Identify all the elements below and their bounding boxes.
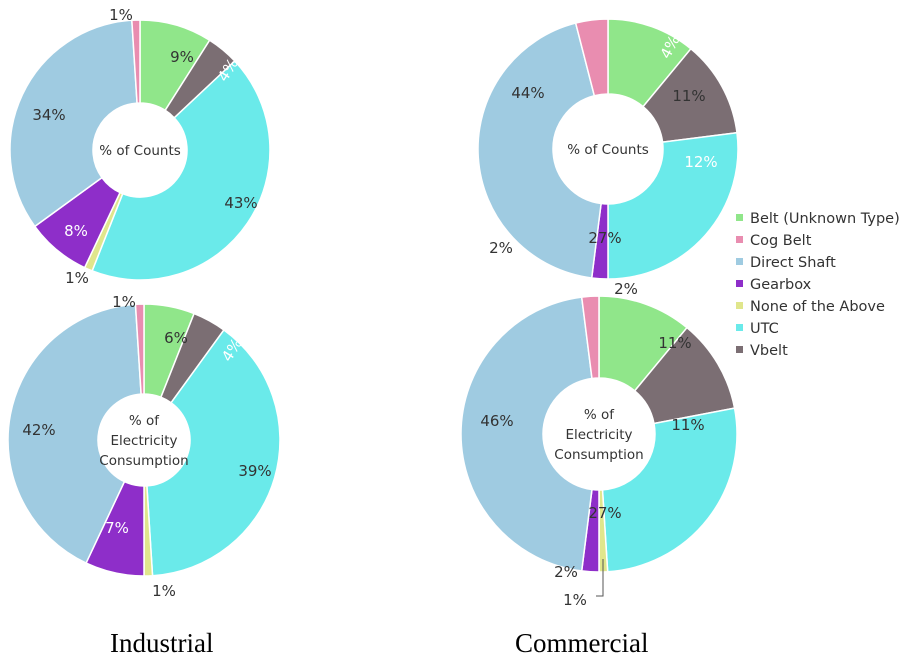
data-label-utc: 39% — [238, 462, 271, 480]
donut-chart-4: % of Electricity Consumption 11% 11% 27% 1% 2% 4… — [460, 280, 738, 609]
data-label-direct-shaft: 44% — [511, 84, 544, 102]
center-label: % of Counts — [99, 143, 181, 159]
data-label-none-of-the-above: 1% — [65, 269, 89, 287]
data-label-gearbox: 8% — [64, 222, 88, 240]
data-label-gearbox: 2% — [554, 563, 578, 581]
legend-label-gearbox: Gearbox — [750, 277, 812, 293]
data-label-direct-shaft: 42% — [22, 421, 55, 439]
legend-swatch-gearbox — [736, 280, 743, 287]
legend-swatch-belt-unknown-type — [736, 214, 743, 221]
slice-utc — [91, 59, 271, 281]
data-label-utc: 27% — [588, 504, 621, 522]
legend-swatch-vbelt — [736, 346, 743, 353]
legend-label-cog-belt: Cog Belt — [750, 233, 812, 249]
slice-utc — [607, 131, 739, 280]
data-label-gearbox: 2% — [489, 239, 513, 257]
data-label-vbelt: 12% — [684, 153, 717, 171]
data-label-belt-unknown-type: 11% — [658, 334, 691, 352]
data-label-gearbox: 7% — [105, 519, 129, 537]
data-label-cog-belt: 1% — [112, 293, 136, 311]
slice-utc — [601, 407, 738, 573]
slice-direct-shaft — [460, 296, 593, 572]
data-label-direct-shaft: 46% — [480, 412, 513, 430]
data-label-belt-unknown-type: 9% — [170, 48, 194, 66]
slice-cog-belt — [574, 18, 609, 97]
legend-label-none-of-the-above: None of the Above — [750, 299, 885, 315]
center-label: Electricity — [110, 433, 177, 449]
data-label-none-of-the-above: 1% — [563, 591, 587, 609]
data-label-none-of-the-above: 1% — [152, 582, 176, 600]
slice-utc — [146, 328, 281, 577]
legend-swatch-none-of-the-above — [736, 302, 743, 309]
data-label-utc: 27% — [588, 229, 621, 247]
slice-cog-belt — [134, 303, 145, 395]
leader-line — [596, 559, 604, 597]
data-label-vbelt: 11% — [671, 416, 704, 434]
legend-swatch-utc — [736, 324, 743, 331]
center-label: % of — [584, 407, 615, 423]
legend: Belt (Unknown Type) Cog Belt Direct Shaft G… — [736, 211, 900, 359]
data-label-belt-unknown-type: 6% — [164, 329, 188, 347]
center-label: Consumption — [99, 453, 188, 469]
legend-label-belt-unknown-type: Belt (Unknown Type) — [750, 211, 900, 227]
data-label-cog-belt: 2% — [614, 280, 638, 298]
slice-direct-shaft — [7, 303, 142, 565]
data-label-belt-unknown-type: 11% — [672, 87, 705, 105]
data-label-utc: 43% — [224, 194, 257, 212]
legend-swatch-cog-belt — [736, 236, 743, 243]
slice-cog-belt — [131, 19, 141, 104]
legend-swatch-direct-shaft — [736, 258, 743, 265]
commercial-title: Commercial — [515, 628, 649, 658]
center-label: % of Counts — [567, 142, 649, 158]
industrial-title: Industrial — [110, 628, 214, 658]
legend-label-direct-shaft: Direct Shaft — [750, 255, 836, 271]
center-label: Electricity — [565, 427, 632, 443]
center-label: % of — [129, 413, 160, 429]
legend-label-utc: UTC — [750, 321, 779, 337]
legend-label-vbelt: Vbelt — [750, 343, 788, 359]
data-label-cog-belt: 1% — [109, 6, 133, 24]
slice-direct-shaft — [477, 22, 602, 279]
slice-direct-shaft — [9, 19, 138, 228]
data-label-direct-shaft: 34% — [32, 106, 65, 124]
slice-cog-belt — [580, 295, 600, 380]
center-label: Consumption — [554, 447, 643, 463]
